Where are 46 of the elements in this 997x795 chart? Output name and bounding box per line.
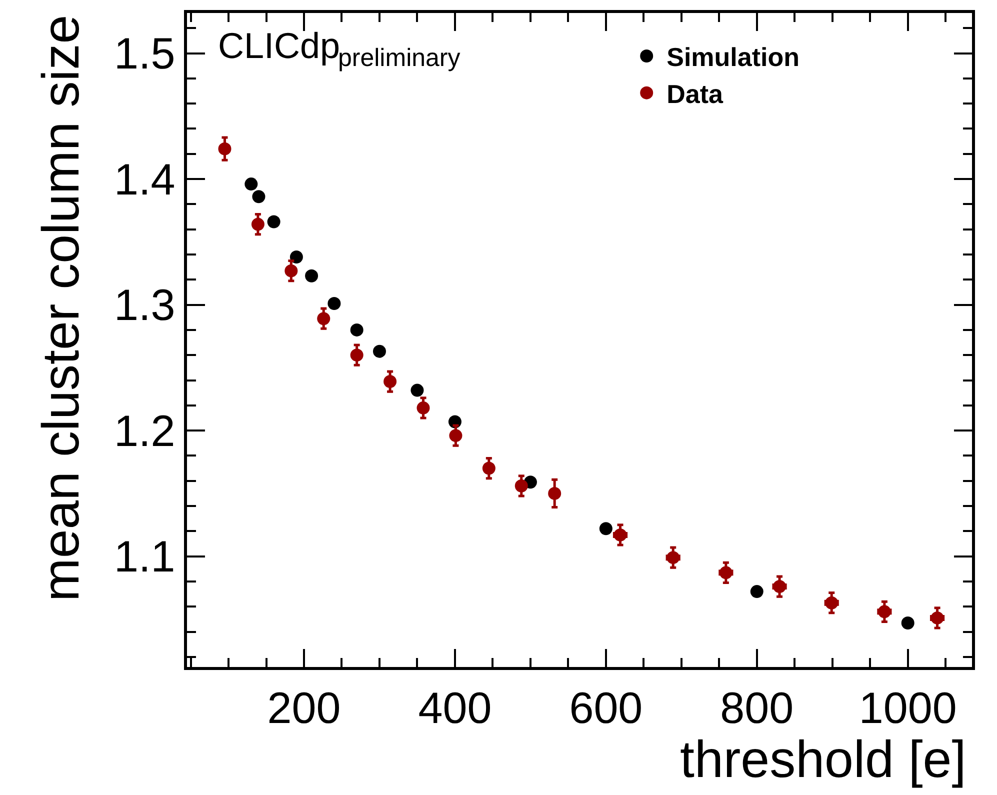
point — [317, 312, 330, 326]
point — [410, 384, 424, 397]
point — [350, 323, 364, 336]
point — [384, 375, 397, 388]
point — [449, 429, 462, 442]
point — [773, 580, 786, 594]
point — [614, 528, 627, 542]
point — [305, 269, 318, 282]
x-tick-label: 600 — [569, 684, 643, 733]
legend-label: Simulation — [666, 42, 800, 72]
point — [599, 522, 612, 536]
point — [901, 616, 914, 630]
point — [218, 142, 232, 156]
annotation: preliminary — [338, 44, 461, 72]
y-tick-label: 1.5 — [114, 30, 176, 79]
legend-label: Data — [666, 78, 724, 109]
x-tick-label: 1000 — [858, 684, 957, 733]
x-tick-label: 800 — [720, 684, 794, 733]
point — [284, 264, 298, 278]
y-tick-label: 1.1 — [114, 532, 176, 582]
point — [251, 218, 264, 231]
point — [719, 566, 732, 580]
point — [514, 479, 528, 492]
point — [825, 596, 838, 610]
point — [372, 344, 386, 358]
point — [878, 605, 891, 618]
point — [290, 250, 303, 264]
point — [416, 401, 430, 414]
point — [666, 551, 680, 564]
point — [548, 486, 562, 500]
annotation: CLICdp — [218, 25, 340, 66]
x-tick-label: 400 — [418, 684, 492, 733]
x-axis-title: threshold [e] — [680, 731, 966, 789]
x-tick-label: 200 — [267, 684, 341, 733]
y-tick-label: 1.4 — [114, 155, 176, 204]
point — [252, 190, 266, 204]
point — [328, 297, 341, 310]
point — [267, 215, 280, 228]
y-axis-title: mean cluster column size — [32, 14, 90, 602]
y-tick-label: 1.3 — [114, 281, 176, 330]
point — [930, 611, 944, 624]
y-tick-label: 1.2 — [114, 406, 176, 456]
point — [750, 585, 764, 598]
point — [482, 462, 496, 475]
point — [244, 178, 258, 191]
point — [350, 348, 364, 362]
